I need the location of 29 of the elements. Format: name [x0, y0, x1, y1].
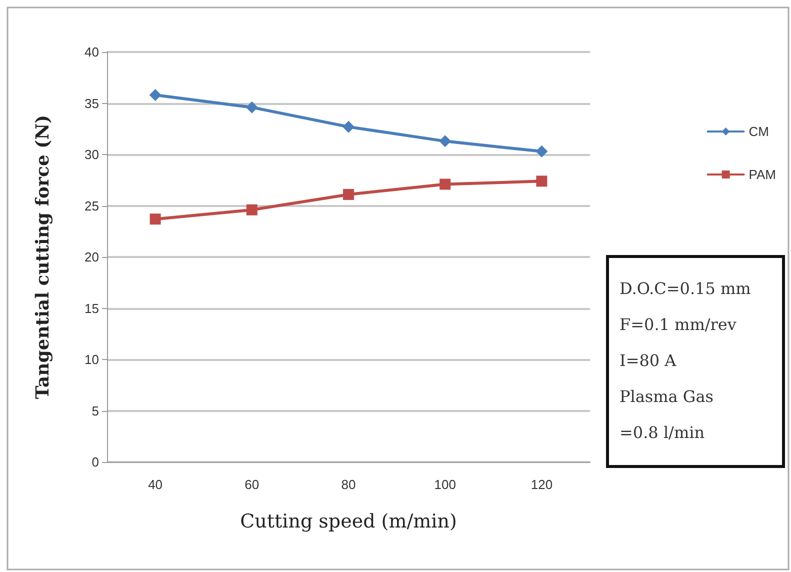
point: [440, 178, 451, 190]
x-tick-label: 120: [530, 477, 553, 492]
text: D.O.C=0.15 mm F=0.1 mm/rev I=80 A Plasma Gas =0.8 l/min: [620, 279, 751, 442]
y-axis-title: Tangential cutting force (N): [32, 114, 54, 400]
point: [343, 188, 354, 200]
point: [342, 120, 354, 133]
x-tick-label: 60: [244, 477, 260, 492]
y-tick-label: 20: [84, 250, 99, 264]
point: [149, 89, 162, 102]
point: [150, 214, 161, 225]
point: [536, 176, 548, 187]
point: [536, 145, 548, 158]
y-tick-label: 5: [92, 403, 99, 418]
y-tick-label: 35: [84, 96, 99, 111]
y-tick-label: 40: [84, 44, 99, 60]
x-tick-label: 100: [434, 477, 456, 492]
point: [246, 101, 258, 114]
x-tick-label: 80: [341, 477, 356, 492]
legend-label: CM: [748, 124, 770, 139]
y-tick-label: 30: [84, 147, 99, 162]
y-tick-label: 0: [92, 454, 99, 470]
y-tick-label: 10: [84, 352, 99, 367]
y-tick-label: 25: [84, 198, 99, 214]
point: [246, 204, 258, 216]
x-axis-title: Cutting speed (m/min): [240, 510, 457, 532]
legend-label: PAM: [748, 167, 776, 182]
point: [439, 135, 452, 148]
x-tick-label: 40: [148, 477, 163, 492]
y-tick-label: 15: [84, 300, 99, 316]
